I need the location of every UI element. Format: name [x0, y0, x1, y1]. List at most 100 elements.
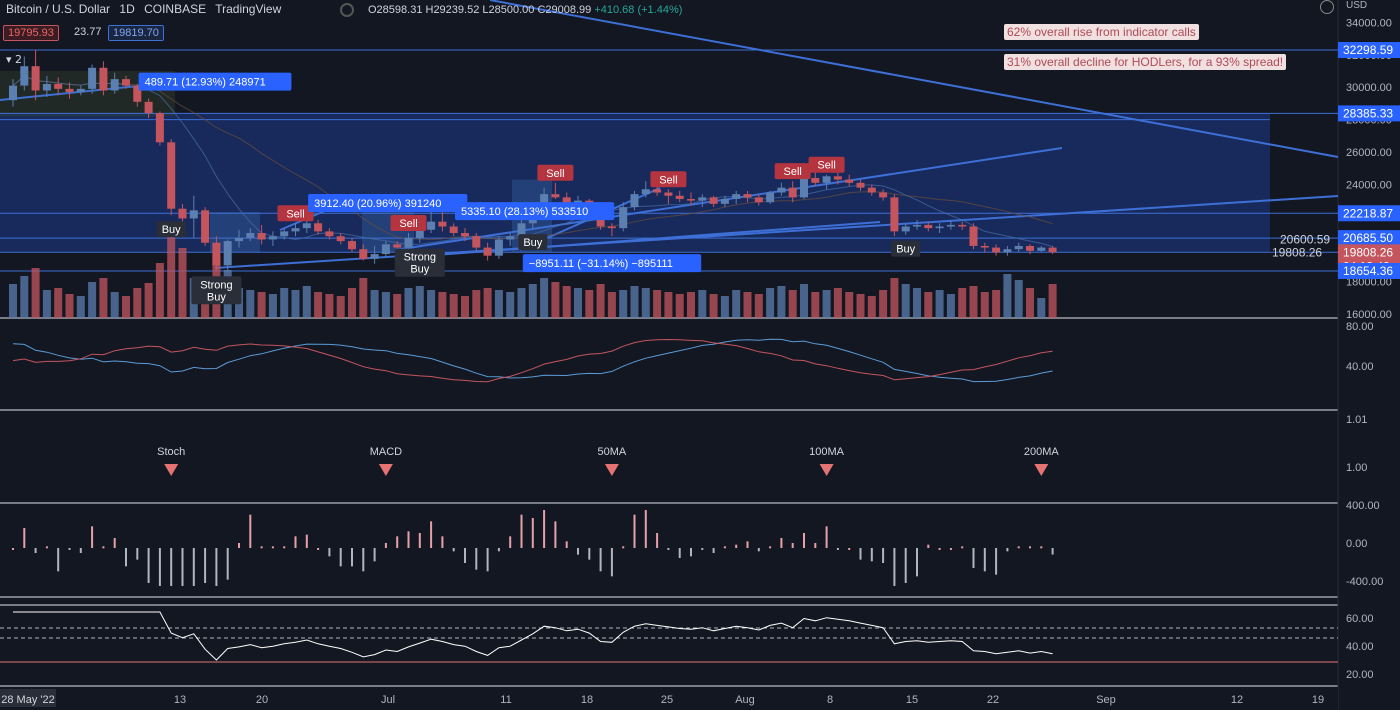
volume-bar	[494, 290, 503, 318]
symbol-header[interactable]: Bitcoin / U.S. Dollar 1D COINBASE Tradin…	[6, 2, 287, 16]
measure-label: 3912.40 (20.96%) 391240	[314, 198, 441, 210]
volume-bar	[924, 292, 933, 318]
marker-arrow-icon	[604, 464, 619, 476]
volume-bar	[992, 290, 1001, 318]
histogram-bar	[158, 548, 161, 586]
sell-signal	[650, 171, 687, 188]
note-rise: 62% overall rise from indicator calls	[1004, 24, 1199, 40]
marker-label: 50MA	[598, 446, 627, 458]
histogram-bar	[305, 534, 308, 548]
volume-bar	[483, 288, 492, 318]
price-label: 19808.26	[1343, 245, 1393, 259]
candle	[314, 223, 323, 232]
buy-signal	[518, 234, 548, 251]
pane-tick-label: 0.00	[1346, 538, 1367, 550]
volume-bar	[257, 292, 266, 318]
histogram-bar	[701, 548, 704, 550]
volume-bar	[607, 292, 616, 318]
histogram-bar	[339, 548, 342, 567]
histogram-bar	[486, 548, 489, 572]
candle	[924, 224, 933, 229]
volume-bar	[122, 296, 130, 318]
volume-bar	[619, 290, 628, 318]
candle	[9, 85, 17, 101]
chart-status-icon[interactable]	[1320, 0, 1334, 14]
sell-signal	[808, 156, 845, 173]
candle	[777, 187, 786, 193]
volume-bar	[167, 233, 176, 318]
candle	[743, 194, 752, 198]
signal-label: Sell	[399, 218, 417, 230]
volume-bar	[348, 288, 356, 318]
open-value: O28598.31	[368, 4, 423, 16]
volume-bar	[698, 290, 707, 318]
histogram-bar	[373, 548, 376, 562]
low-value: L28500.00	[482, 4, 535, 16]
volume-bar	[743, 292, 752, 318]
volume-bar	[574, 288, 582, 318]
signal-label: Buy	[523, 237, 542, 249]
histogram-bar	[12, 548, 14, 550]
interval-label[interactable]: 1D	[119, 2, 135, 16]
histogram-bar	[667, 548, 670, 550]
candle	[890, 197, 899, 232]
measure-label: −8951.11 (−31.14%) −895111	[529, 258, 673, 270]
volume-bar	[54, 288, 63, 318]
price-label: 18654.36	[1343, 264, 1393, 278]
price-label: 20685.50	[1343, 231, 1393, 245]
ask-price[interactable]: 19819.70	[108, 25, 164, 41]
bid-price[interactable]: 19795.93	[3, 25, 59, 41]
candle	[325, 231, 334, 237]
volume-bar	[42, 290, 51, 318]
candle	[88, 67, 97, 89]
price-label: 32298.59	[1343, 43, 1393, 57]
measure-box	[455, 202, 615, 221]
oscillator-line	[12, 338, 1053, 383]
time-tick-label: 8	[827, 694, 833, 706]
candle	[969, 226, 978, 246]
candle	[822, 176, 831, 183]
indicator-count[interactable]: ▾ 2	[6, 53, 23, 66]
marker-label: Stoch	[157, 446, 185, 458]
histogram-bar	[147, 548, 150, 583]
candle	[867, 187, 876, 193]
histogram-bar	[362, 548, 365, 572]
price-label-box	[1338, 105, 1400, 122]
candle	[212, 242, 221, 266]
volume-bar	[562, 286, 571, 318]
sell-signal	[390, 215, 427, 232]
histogram-bar	[599, 548, 602, 572]
candle	[42, 83, 51, 91]
histogram-bar	[102, 546, 105, 549]
volume-bar	[291, 290, 300, 318]
histogram-bar	[610, 548, 613, 577]
signal-label: Strong	[404, 252, 436, 264]
histogram-bar	[204, 548, 207, 583]
currency-label[interactable]: USD	[1346, 0, 1368, 11]
settings-icon[interactable]	[340, 3, 354, 17]
marker-label: MACD	[370, 446, 402, 458]
volume-bar	[528, 284, 537, 318]
time-tick-label: 15	[906, 694, 918, 706]
candle	[427, 221, 436, 230]
volume-bar	[65, 294, 74, 318]
volume-bar	[99, 278, 108, 318]
time-tick-label: 11	[500, 694, 511, 706]
price-label: 22218.87	[1343, 206, 1393, 220]
histogram-bar	[995, 548, 998, 575]
volume-bar	[449, 294, 458, 318]
candle	[494, 239, 503, 256]
candle	[178, 208, 187, 219]
histogram-bar	[949, 548, 952, 550]
volume-bar	[178, 248, 187, 318]
volume-bar	[31, 268, 40, 318]
histogram-bar	[430, 521, 433, 548]
histogram-bar	[271, 546, 274, 549]
volume-bar	[280, 288, 289, 318]
volume-bar	[958, 288, 967, 318]
time-tick-label: Jul	[381, 694, 395, 706]
volume-bar	[845, 292, 854, 318]
histogram-bar	[79, 548, 82, 553]
marker-arrow-icon	[378, 464, 393, 476]
